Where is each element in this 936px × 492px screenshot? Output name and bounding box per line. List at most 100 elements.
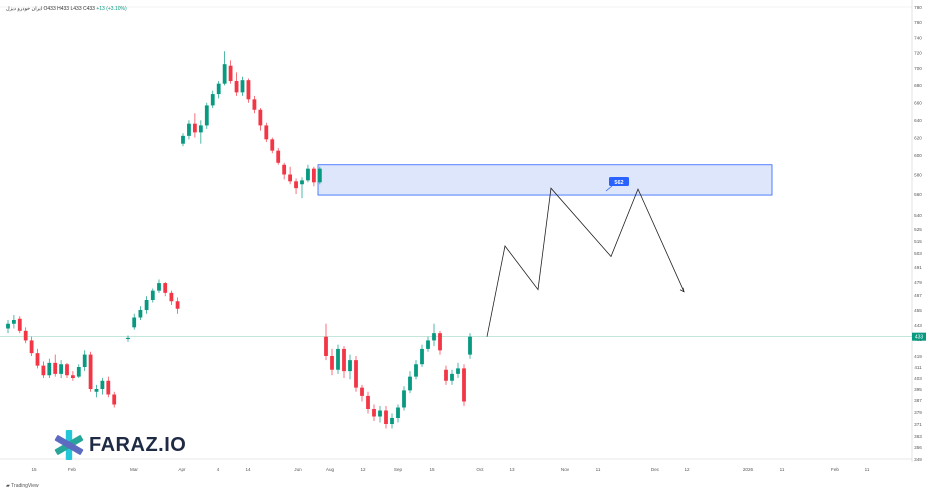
price-tick-label: 515 bbox=[914, 239, 922, 244]
price-tick-label: 620 bbox=[914, 135, 922, 140]
time-tick-label: Oct bbox=[476, 467, 484, 472]
candle-body bbox=[438, 333, 442, 351]
price-tick-label: 760 bbox=[914, 20, 922, 25]
last-price-tag-text: 433 bbox=[915, 334, 924, 340]
price-tick-label: 491 bbox=[914, 265, 922, 270]
candle-body bbox=[126, 337, 130, 339]
candle-body bbox=[264, 125, 269, 140]
time-tick-label: Nov bbox=[561, 467, 570, 472]
candle-body bbox=[468, 336, 472, 355]
price-tick-label: 411 bbox=[914, 365, 922, 370]
time-tick-label: 12 bbox=[684, 467, 690, 472]
candle-body bbox=[59, 364, 63, 374]
price-tick-label: 503 bbox=[914, 251, 922, 256]
candle-body bbox=[414, 364, 418, 377]
time-tick-label: 13 bbox=[509, 467, 515, 472]
symbol-name: ایران خودرو دیزل bbox=[6, 6, 43, 12]
supply-zone-box[interactable] bbox=[317, 164, 773, 196]
candles-layer bbox=[6, 51, 685, 429]
candle-body bbox=[150, 290, 155, 300]
price-tick-label: 720 bbox=[914, 51, 922, 56]
candle-body bbox=[175, 301, 180, 309]
candle-body bbox=[23, 330, 28, 341]
candle-body bbox=[420, 348, 424, 365]
time-tick-label: Dec bbox=[651, 467, 660, 472]
candle-body bbox=[163, 283, 168, 293]
price-tick-label: 640 bbox=[914, 118, 922, 123]
candle-body bbox=[41, 365, 46, 376]
time-tick-label: Mar bbox=[130, 467, 138, 472]
price-tick-label: 560 bbox=[914, 192, 922, 197]
candle-body bbox=[198, 125, 203, 133]
candle-body bbox=[324, 336, 328, 356]
projection-path[interactable] bbox=[486, 187, 685, 337]
candle-body bbox=[88, 354, 93, 389]
candle-body bbox=[450, 373, 454, 381]
ohlc-quote: O433 H433 L433 C433 bbox=[43, 6, 95, 12]
candle-body bbox=[372, 409, 376, 417]
candle-body bbox=[348, 360, 352, 372]
price-tick-label: 479 bbox=[914, 280, 922, 285]
price-change: +13 (+3.10%) bbox=[96, 6, 127, 12]
target-label-text: 562 bbox=[614, 180, 623, 186]
time-tick-label: Sep bbox=[394, 467, 403, 472]
candle-body bbox=[216, 83, 221, 95]
candle-body bbox=[6, 323, 10, 329]
time-tick-label: 4 bbox=[217, 467, 220, 472]
price-tick-label: 371 bbox=[914, 422, 922, 427]
price-tick-label: 680 bbox=[914, 83, 922, 88]
candle-body bbox=[35, 353, 40, 366]
candle-body bbox=[444, 369, 448, 381]
last-price-tag: 433 bbox=[912, 332, 926, 341]
candle-body bbox=[100, 380, 105, 389]
time-tick-label: 15 bbox=[31, 467, 37, 472]
time-tick-label: Feb bbox=[68, 467, 76, 472]
tradingview-footer[interactable]: ▰ TradingView bbox=[6, 483, 39, 489]
price-tick-label: 387 bbox=[914, 398, 922, 403]
candle-body bbox=[193, 123, 197, 133]
symbol-header: ایران خودرو دیزل O433 H433 L433 C433 +13… bbox=[6, 6, 127, 12]
grid-layer bbox=[0, 6, 912, 460]
candle-body bbox=[106, 380, 111, 395]
candle-body bbox=[138, 310, 143, 318]
time-tick-label: 2026 bbox=[743, 467, 754, 472]
candle-body bbox=[187, 123, 191, 136]
candle-body bbox=[132, 317, 137, 328]
candle-body bbox=[426, 340, 430, 349]
time-tick-label: 11 bbox=[865, 467, 870, 472]
candle-body bbox=[317, 168, 322, 183]
price-tick-label: 395 bbox=[914, 387, 922, 392]
candle-body bbox=[336, 348, 340, 370]
time-axis[interactable]: 15 Feb Mar Apr 4 14 Jun Aug 12 Sep 15 Oct 13 Nov 11 Dec… bbox=[31, 467, 869, 472]
candle-body bbox=[300, 180, 304, 185]
candle-body bbox=[234, 81, 239, 93]
price-axis[interactable]: 780 760 740 720 700 680 660 640 620 600 580 560 540 5… bbox=[911, 0, 922, 462]
price-tick-label: 740 bbox=[914, 35, 922, 40]
candle-body bbox=[294, 181, 298, 189]
candle-body bbox=[402, 390, 406, 408]
candle-body bbox=[366, 395, 370, 409]
price-tick-label: 660 bbox=[914, 101, 922, 106]
time-tick-label: 11 bbox=[596, 467, 601, 472]
candle-body bbox=[47, 362, 52, 376]
price-tick-label: 525 bbox=[914, 227, 922, 232]
candle-body bbox=[276, 150, 281, 163]
time-tick-label: Aug bbox=[326, 467, 335, 472]
candle-body bbox=[29, 340, 34, 354]
candle-body bbox=[181, 135, 185, 144]
candle-body bbox=[306, 168, 310, 181]
candle-body bbox=[157, 283, 161, 291]
candle-body bbox=[342, 348, 346, 372]
candle-body bbox=[456, 368, 460, 374]
candle-body bbox=[378, 410, 382, 417]
price-tick-label: 780 bbox=[914, 5, 922, 10]
candle-body bbox=[252, 99, 257, 110]
time-tick-label: Jun bbox=[294, 467, 302, 472]
candle-body bbox=[282, 164, 287, 175]
price-tick-label: 403 bbox=[914, 376, 922, 381]
candle-body bbox=[17, 318, 22, 331]
time-tick-label: 14 bbox=[245, 467, 251, 472]
footer-brand: TradingView bbox=[11, 483, 39, 489]
candle-body bbox=[210, 94, 215, 106]
